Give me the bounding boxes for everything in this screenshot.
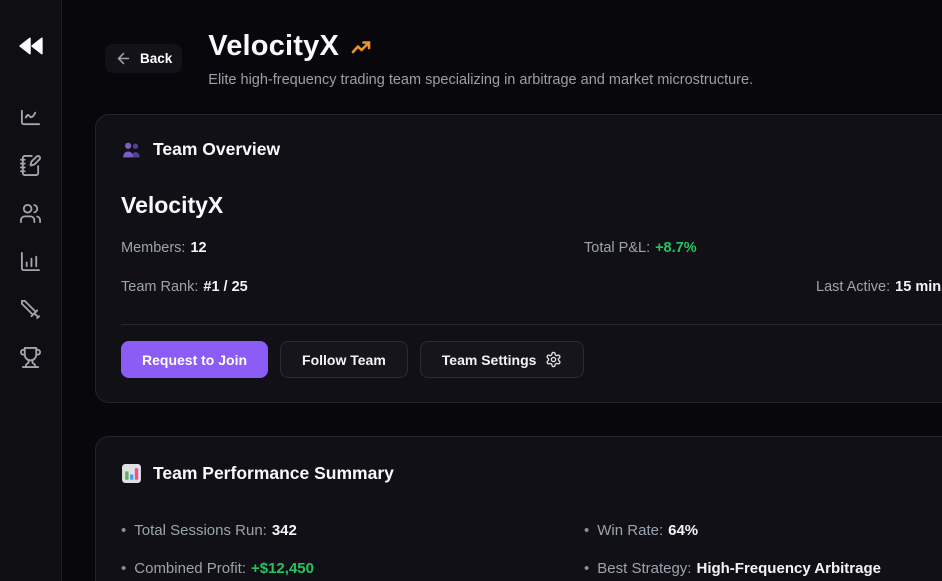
stat-total-sessions: Total Sessions Run:342 — [121, 522, 297, 539]
team-settings-button[interactable]: Team Settings — [419, 341, 585, 378]
title-block: VelocityX Elite high-frequency trading t… — [208, 30, 753, 88]
sidebar — [0, 0, 62, 581]
performance-title: Team Performance Summary — [153, 463, 394, 483]
request-to-join-button[interactable]: Request to Join — [121, 341, 269, 378]
sidebar-item-analytics[interactable] — [11, 248, 51, 274]
stat-members: Members: 12 — [121, 240, 207, 256]
sidebar-item-battles[interactable] — [11, 296, 51, 322]
line-chart-icon — [19, 106, 42, 129]
users-icon — [19, 202, 42, 225]
team-overview-card: Team Overview VelocityX Members: 12 Total… — [95, 114, 942, 403]
arrow-left-icon — [115, 50, 132, 67]
performance-row-1: Total Sessions Run:342 Win Rate:64% — [121, 522, 942, 541]
people-icon — [121, 139, 142, 160]
main-content: Back VelocityX Elite high-frequency trad… — [62, 0, 942, 581]
stat-team-rank: Team Rank: #1 / 25 — [121, 279, 248, 295]
page-title: VelocityX — [208, 30, 753, 63]
performance-row-2: Combined Profit:+$12,450 Best Strategy:H… — [121, 560, 942, 579]
sidebar-item-journal[interactable] — [11, 152, 51, 178]
stat-best-strategy: Best Strategy:High-Frequency Arbitrage — [584, 560, 881, 577]
page-header: Back VelocityX Elite high-frequency trad… — [62, 0, 942, 88]
rewind-icon — [18, 33, 44, 64]
team-overview-header: Team Overview — [121, 139, 942, 160]
collapse-sidebar-button[interactable] — [18, 33, 44, 64]
gear-icon — [545, 351, 562, 368]
team-overview-title: Team Overview — [153, 139, 281, 159]
stat-combined-profit: Combined Profit:+$12,450 — [121, 560, 314, 577]
back-label: Back — [140, 51, 173, 66]
stats-row-1: Members: 12 Total P&L: +8.7% — [121, 240, 942, 258]
stat-win-rate: Win Rate:64% — [584, 522, 698, 539]
card-divider — [121, 324, 942, 325]
stat-last-active: Last Active:15 mins ago — [816, 279, 942, 295]
trophy-icon — [19, 346, 42, 369]
stat-total-pnl: Total P&L: +8.7% — [584, 240, 697, 256]
performance-header: Team Performance Summary — [121, 463, 942, 484]
follow-team-button[interactable]: Follow Team — [280, 341, 408, 378]
performance-summary-card: Team Performance Summary Total Sessions … — [95, 436, 942, 581]
sidebar-item-teams[interactable] — [11, 200, 51, 226]
stats-row-2: Team Rank:#1 / 25 Last Active:15 mins ag… — [121, 279, 942, 297]
team-name: VelocityX — [121, 192, 224, 218]
bar-chart-emoji-icon — [121, 463, 142, 484]
sidebar-item-leaderboard[interactable] — [11, 344, 51, 370]
sidebar-item-charts[interactable] — [11, 104, 51, 130]
bar-chart-icon — [19, 250, 42, 273]
team-actions: Request to Join Follow Team Team Setting… — [121, 341, 942, 378]
back-button[interactable]: Back — [105, 44, 183, 73]
chart-increasing-icon — [349, 36, 373, 60]
notebook-pen-icon — [19, 154, 42, 177]
page-subtitle: Elite high-frequency trading team specia… — [208, 72, 754, 88]
sword-icon — [19, 298, 42, 321]
